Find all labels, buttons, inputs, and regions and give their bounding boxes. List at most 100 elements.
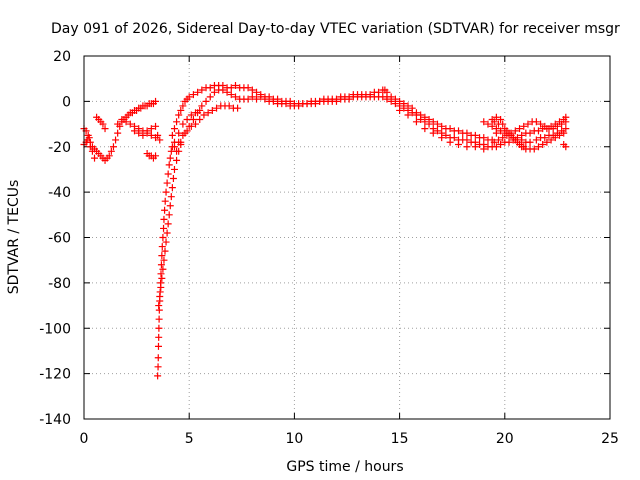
data-point [539, 140, 547, 148]
data-point [130, 127, 138, 135]
data-point [534, 143, 542, 151]
data-point [161, 247, 169, 255]
data-point [158, 274, 166, 282]
data-point [158, 243, 166, 251]
data-point [400, 100, 408, 108]
data-point [471, 131, 479, 139]
data-point [223, 88, 231, 96]
data-point [206, 84, 214, 92]
data-point [200, 111, 208, 119]
data-point [164, 220, 172, 228]
data-point [147, 125, 155, 133]
data-point [179, 131, 187, 139]
data-point [204, 109, 212, 117]
data-point [295, 102, 303, 110]
data-point [155, 333, 163, 341]
data-point [175, 111, 183, 119]
data-point [173, 118, 181, 126]
data-point [442, 131, 450, 139]
data-point [179, 120, 187, 128]
data-point [549, 131, 557, 139]
data-point [165, 161, 173, 169]
data-point [170, 143, 178, 151]
data-point [160, 215, 168, 223]
data-point [497, 127, 505, 135]
data-point [155, 306, 163, 314]
data-point [463, 136, 471, 144]
chart-title: Day 091 of 2026, Sidereal Day-to-day VTE… [51, 21, 620, 37]
x-tick-label: 0 [80, 431, 89, 447]
data-point [154, 363, 162, 371]
data-point [231, 81, 239, 89]
data-point [155, 315, 163, 323]
data-point [85, 134, 93, 142]
data-point [524, 120, 532, 128]
data-point [488, 122, 496, 130]
data-point [194, 88, 202, 96]
data-point [173, 147, 181, 155]
data-point [179, 102, 187, 110]
data-point [497, 140, 505, 148]
data-point [497, 116, 505, 124]
x-tick-label: 10 [285, 431, 303, 447]
data-point [484, 120, 492, 128]
data-point [183, 127, 191, 135]
data-point [446, 138, 454, 146]
data-point [160, 224, 168, 232]
data-point [541, 134, 549, 142]
data-point [107, 147, 115, 155]
data-point [501, 129, 509, 137]
data-point [391, 95, 399, 103]
data-point [227, 84, 235, 92]
data-point [202, 97, 210, 105]
data-point [520, 122, 528, 130]
data-point [91, 154, 99, 162]
y-tick-label: -40 [48, 185, 71, 201]
data-point [417, 111, 425, 119]
data-point [248, 86, 256, 94]
data-point [189, 116, 197, 124]
data-point [156, 136, 164, 144]
data-point [152, 122, 160, 130]
data-point [154, 131, 162, 139]
data-point [248, 93, 256, 101]
data-point [152, 97, 160, 105]
data-point [492, 113, 500, 121]
data-point [562, 113, 570, 121]
data-point [509, 134, 517, 142]
data-point [183, 116, 191, 124]
data-point [404, 102, 412, 110]
data-point [114, 129, 122, 137]
data-point [109, 143, 117, 151]
data-point [345, 95, 353, 103]
data-point [253, 88, 261, 96]
data-point [155, 324, 163, 332]
data-point [162, 188, 170, 196]
data-point [433, 127, 441, 135]
y-tick-label: 20 [53, 49, 71, 65]
data-point [455, 140, 463, 148]
data-point [175, 129, 183, 137]
data-point [170, 125, 178, 133]
data-point [187, 111, 195, 119]
data-point [88, 147, 96, 155]
data-point [518, 136, 526, 144]
data-point [192, 120, 200, 128]
data-point [173, 156, 181, 164]
data-point [167, 193, 175, 201]
data-point [463, 129, 471, 137]
data-point [433, 120, 441, 128]
data-point [157, 270, 165, 278]
data-point [269, 97, 277, 105]
y-tick-label: -80 [48, 276, 71, 292]
data-point [562, 125, 570, 133]
data-point [492, 143, 500, 151]
data-point [490, 118, 498, 126]
data-point [86, 143, 94, 151]
data-point [187, 122, 195, 130]
data-point [135, 129, 143, 137]
data-point [412, 118, 420, 126]
data-point [164, 170, 172, 178]
data-point [118, 116, 126, 124]
data-point [165, 211, 173, 219]
